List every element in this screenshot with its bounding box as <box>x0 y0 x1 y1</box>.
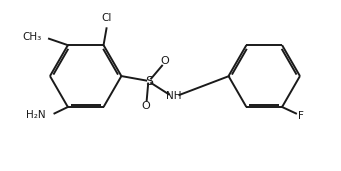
Text: CH₃: CH₃ <box>23 32 42 42</box>
Text: O: O <box>161 56 169 66</box>
Text: F: F <box>298 111 304 121</box>
Text: Cl: Cl <box>101 13 112 23</box>
Text: O: O <box>142 101 151 111</box>
Text: S: S <box>145 75 153 88</box>
Text: NH: NH <box>166 91 182 101</box>
Text: H₂N: H₂N <box>26 110 46 120</box>
